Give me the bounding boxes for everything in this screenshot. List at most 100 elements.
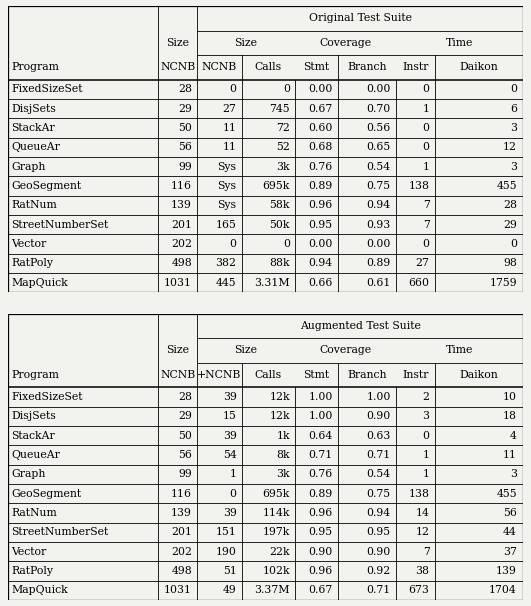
Text: Time: Time — [446, 38, 473, 48]
Text: 44: 44 — [503, 527, 517, 538]
Text: 445: 445 — [216, 278, 237, 288]
Text: QueueAr: QueueAr — [11, 450, 60, 460]
Text: 116: 116 — [171, 488, 192, 499]
Text: 102k: 102k — [262, 566, 290, 576]
Text: Program: Program — [11, 62, 59, 73]
Text: 50: 50 — [178, 431, 192, 441]
Text: 3: 3 — [510, 123, 517, 133]
Text: 139: 139 — [171, 508, 192, 518]
Text: 7: 7 — [423, 547, 430, 556]
Text: 0.67: 0.67 — [309, 585, 332, 595]
Text: 0: 0 — [423, 431, 430, 441]
Text: Instr: Instr — [402, 62, 429, 73]
Text: 98: 98 — [503, 258, 517, 268]
Text: 99: 99 — [178, 162, 192, 171]
Text: 695k: 695k — [262, 488, 290, 499]
Text: 0: 0 — [229, 239, 237, 249]
Text: 0: 0 — [423, 84, 430, 95]
Text: 455: 455 — [496, 181, 517, 191]
Text: 0.93: 0.93 — [366, 220, 391, 230]
Text: 39: 39 — [222, 508, 237, 518]
Text: 0.71: 0.71 — [366, 450, 391, 460]
Text: 3: 3 — [510, 469, 517, 479]
Text: 114k: 114k — [262, 508, 290, 518]
Text: 0.76: 0.76 — [309, 162, 332, 171]
Text: 201: 201 — [171, 527, 192, 538]
Text: Calls: Calls — [255, 370, 282, 380]
Text: NCNB: NCNB — [160, 62, 195, 73]
Text: 0.65: 0.65 — [366, 142, 391, 152]
Text: 1.00: 1.00 — [308, 392, 332, 402]
Text: Instr: Instr — [402, 370, 429, 380]
Text: Graph: Graph — [11, 469, 46, 479]
Text: 11: 11 — [222, 123, 237, 133]
Text: 0.90: 0.90 — [309, 547, 332, 556]
Text: 0: 0 — [510, 239, 517, 249]
Text: Daikon: Daikon — [459, 62, 498, 73]
Text: 0.61: 0.61 — [366, 278, 391, 288]
Text: 3k: 3k — [276, 162, 290, 171]
Text: 11: 11 — [222, 142, 237, 152]
Text: 202: 202 — [171, 239, 192, 249]
Text: Stmt: Stmt — [303, 62, 330, 73]
Text: 498: 498 — [171, 258, 192, 268]
Text: Graph: Graph — [11, 162, 46, 171]
Text: 7: 7 — [423, 201, 430, 210]
Text: 6: 6 — [510, 104, 517, 114]
Text: RatNum: RatNum — [11, 508, 57, 518]
Text: 3k: 3k — [276, 469, 290, 479]
Text: 1759: 1759 — [489, 278, 517, 288]
Text: DisjSets: DisjSets — [11, 411, 56, 421]
Text: QueueAr: QueueAr — [11, 142, 60, 152]
Text: 0.96: 0.96 — [309, 566, 332, 576]
Text: 1031: 1031 — [164, 278, 192, 288]
Text: 0.71: 0.71 — [366, 585, 391, 595]
Text: 51: 51 — [222, 566, 237, 576]
Text: 56: 56 — [503, 508, 517, 518]
Text: StackAr: StackAr — [11, 123, 55, 133]
Text: 49: 49 — [223, 585, 237, 595]
Text: 0.89: 0.89 — [309, 488, 332, 499]
Text: 0.94: 0.94 — [367, 508, 391, 518]
Text: Vector: Vector — [11, 239, 46, 249]
Text: NCNB: NCNB — [160, 370, 195, 380]
Text: 695k: 695k — [262, 181, 290, 191]
Text: 29: 29 — [178, 411, 192, 421]
Text: 1: 1 — [423, 162, 430, 171]
Text: RatPoly: RatPoly — [11, 258, 53, 268]
Text: Time: Time — [446, 345, 473, 356]
Text: Branch: Branch — [347, 62, 387, 73]
Text: 28: 28 — [178, 84, 192, 95]
Text: 1.00: 1.00 — [366, 392, 391, 402]
Text: 201: 201 — [171, 220, 192, 230]
Text: 72: 72 — [276, 123, 290, 133]
Text: Size: Size — [166, 345, 189, 356]
Text: 0: 0 — [229, 84, 237, 95]
Text: 0: 0 — [229, 488, 237, 499]
Text: GeoSegment: GeoSegment — [11, 488, 81, 499]
Text: 0.54: 0.54 — [367, 162, 391, 171]
Text: Size: Size — [166, 38, 189, 48]
Text: 0.94: 0.94 — [309, 258, 332, 268]
Text: 382: 382 — [216, 258, 237, 268]
Text: 0.76: 0.76 — [309, 469, 332, 479]
Text: 12: 12 — [416, 527, 430, 538]
Text: 99: 99 — [178, 469, 192, 479]
Text: RatPoly: RatPoly — [11, 566, 53, 576]
Text: 0: 0 — [423, 123, 430, 133]
Text: 3: 3 — [423, 411, 430, 421]
Text: 29: 29 — [178, 104, 192, 114]
Text: Daikon: Daikon — [459, 370, 498, 380]
Text: 27: 27 — [416, 258, 430, 268]
Text: 39: 39 — [222, 431, 237, 441]
Text: 1704: 1704 — [489, 585, 517, 595]
Text: 0.68: 0.68 — [308, 142, 332, 152]
Text: 4: 4 — [510, 431, 517, 441]
Text: NCNB: NCNB — [202, 62, 237, 73]
Text: 0: 0 — [423, 239, 430, 249]
Text: 29: 29 — [503, 220, 517, 230]
Text: 660: 660 — [409, 278, 430, 288]
Text: Vector: Vector — [11, 547, 46, 556]
Text: 0.96: 0.96 — [309, 508, 332, 518]
Text: 54: 54 — [223, 450, 237, 460]
